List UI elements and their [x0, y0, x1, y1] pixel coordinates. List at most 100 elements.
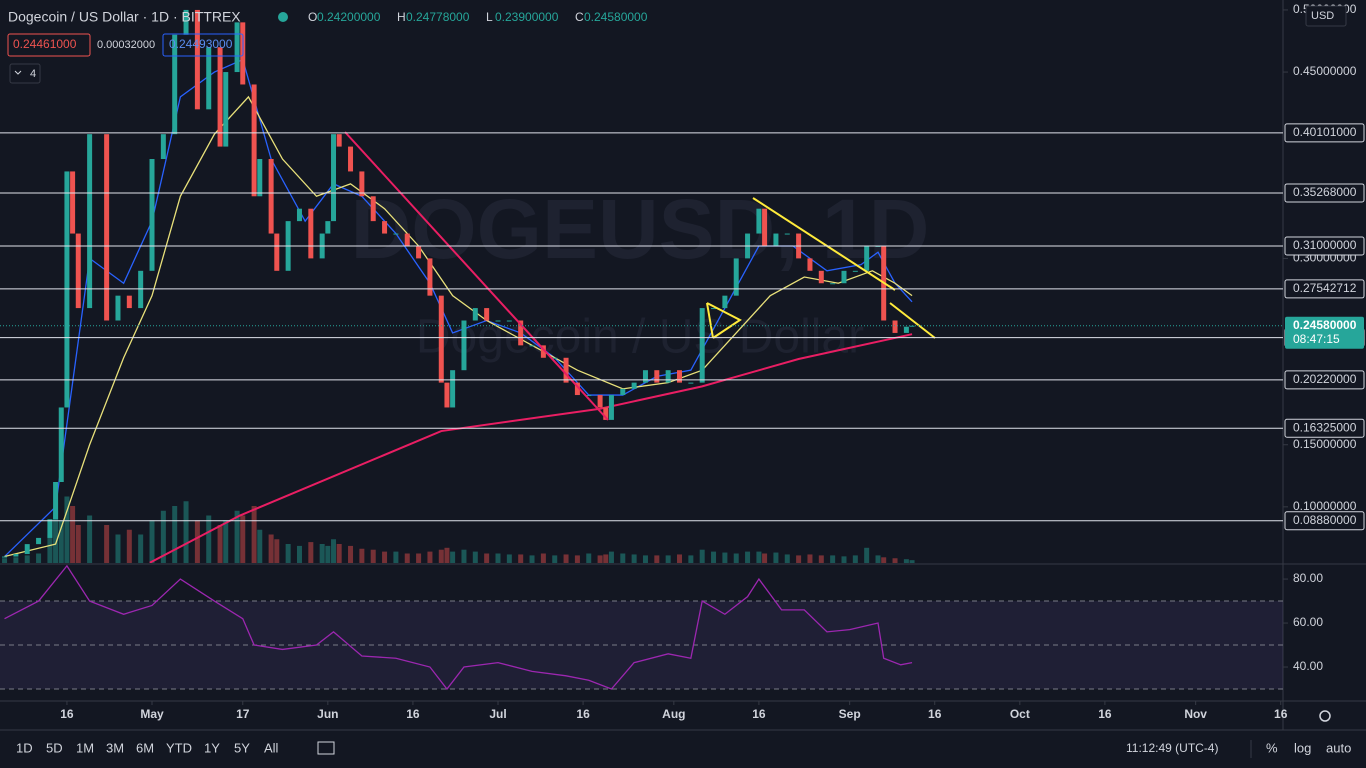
- x-tick-label: Aug: [662, 707, 685, 721]
- x-tick-label: 16: [928, 707, 942, 721]
- range-button[interactable]: 5D: [46, 740, 63, 755]
- volume-bar: [274, 539, 280, 563]
- candle: [722, 295, 728, 309]
- candle: [852, 270, 858, 272]
- volume-bar: [194, 520, 200, 563]
- x-tick-label: 16: [752, 707, 766, 721]
- volume-bar: [331, 539, 337, 563]
- volume-bar: [257, 529, 263, 563]
- candle: [574, 382, 580, 396]
- candle: [53, 482, 59, 520]
- range-button[interactable]: 1Y: [204, 740, 220, 755]
- volume-bar: [183, 501, 189, 563]
- volume-bar: [608, 551, 614, 563]
- volume-bar: [319, 544, 325, 563]
- settings-icon[interactable]: [1319, 710, 1331, 722]
- volume-bar: [370, 549, 376, 563]
- candle: [325, 221, 331, 234]
- spread: 0.00032000: [97, 39, 155, 51]
- range-button[interactable]: 6M: [136, 740, 154, 755]
- trend-line: [889, 302, 936, 339]
- range-button[interactable]: 3M: [106, 740, 124, 755]
- rsi-pane: [0, 565, 1283, 691]
- countdown: 08:47:15: [1293, 332, 1340, 346]
- ohlc-key: O: [308, 10, 317, 24]
- candle: [642, 370, 648, 383]
- volume-bar: [64, 496, 70, 563]
- range-button[interactable]: All: [264, 740, 279, 755]
- candle: [677, 370, 683, 383]
- candle: [75, 233, 81, 309]
- ohlc: O 0.24200000 H 0.24778000 L 0.23900000 C 0.2458…: [308, 10, 648, 24]
- candle: [603, 407, 609, 420]
- clock: 11:12:49 (UTC-4): [1126, 741, 1218, 755]
- candle: [903, 326, 909, 333]
- volume-bar: [597, 555, 603, 563]
- candle: [331, 134, 337, 222]
- volume-bar: [495, 553, 501, 563]
- volume-bar: [87, 515, 93, 563]
- range-button[interactable]: 5Y: [234, 740, 250, 755]
- candle: [104, 134, 110, 321]
- level-label: 0.35268000: [1293, 185, 1357, 199]
- volume-bar: [818, 555, 824, 563]
- candle: [393, 233, 399, 235]
- candle: [830, 283, 836, 285]
- volume-bar: [711, 551, 717, 563]
- candle: [892, 320, 898, 333]
- y-tick-label: 0.15000000: [1293, 437, 1357, 451]
- volume-bar: [881, 557, 887, 563]
- volume-bar: [796, 555, 802, 563]
- candle: [438, 295, 444, 383]
- volume-bar: [472, 551, 478, 563]
- candle: [24, 544, 30, 555]
- range-button[interactable]: 1D: [16, 740, 33, 755]
- market-status[interactable]: [278, 12, 288, 22]
- currency-button[interactable]: [1305, 5, 1347, 27]
- bid-box[interactable]: [7, 33, 91, 57]
- volume-bar: [540, 553, 546, 563]
- watermark-symbol: DOGEUSD, 1D: [351, 182, 930, 276]
- scale-option[interactable]: %: [1266, 740, 1278, 755]
- volume-bar: [427, 551, 433, 563]
- candle: [540, 345, 546, 358]
- level-label-box: [1284, 370, 1365, 390]
- volume-bar: [852, 555, 858, 563]
- volume-bar: [529, 555, 535, 563]
- volume-bar: [444, 547, 450, 563]
- volume-bar: [438, 549, 444, 563]
- candle: [149, 159, 155, 271]
- level-label-box: [1284, 123, 1365, 143]
- candle: [2, 556, 8, 558]
- volume-bar: [586, 553, 592, 563]
- chevron: [14, 70, 22, 75]
- candle: [183, 9, 189, 35]
- level-label: 0.20220000: [1293, 372, 1357, 386]
- date-range-icon[interactable]: [317, 741, 335, 755]
- volume-bar: [506, 554, 512, 563]
- candle: [296, 208, 302, 222]
- indicators-toggle[interactable]: [9, 63, 41, 84]
- volume-bar: [875, 555, 881, 563]
- candle: [506, 320, 512, 322]
- ohlc-key: L: [486, 10, 493, 24]
- range-button[interactable]: YTD: [166, 740, 192, 755]
- volume-bar: [296, 545, 302, 563]
- candle: [87, 134, 93, 309]
- candle: [807, 258, 813, 271]
- volume-bar: [160, 510, 166, 563]
- ohlc-key: H: [397, 10, 406, 24]
- volume-bar: [75, 525, 81, 563]
- level-label: 0.31000000: [1293, 238, 1357, 252]
- y-tick-label: 0.10000000: [1293, 499, 1357, 513]
- candle: [818, 270, 824, 284]
- volume-bar: [450, 551, 456, 563]
- indicators-count: 4: [30, 68, 36, 80]
- volume-bar: [47, 534, 53, 563]
- ask: 0.24493000: [169, 37, 233, 51]
- scale-option[interactable]: log: [1294, 740, 1311, 755]
- ask-box[interactable]: [162, 33, 244, 57]
- scale-option[interactable]: auto: [1326, 740, 1351, 755]
- range-button[interactable]: 1M: [76, 740, 94, 755]
- volume-bar: [217, 525, 223, 563]
